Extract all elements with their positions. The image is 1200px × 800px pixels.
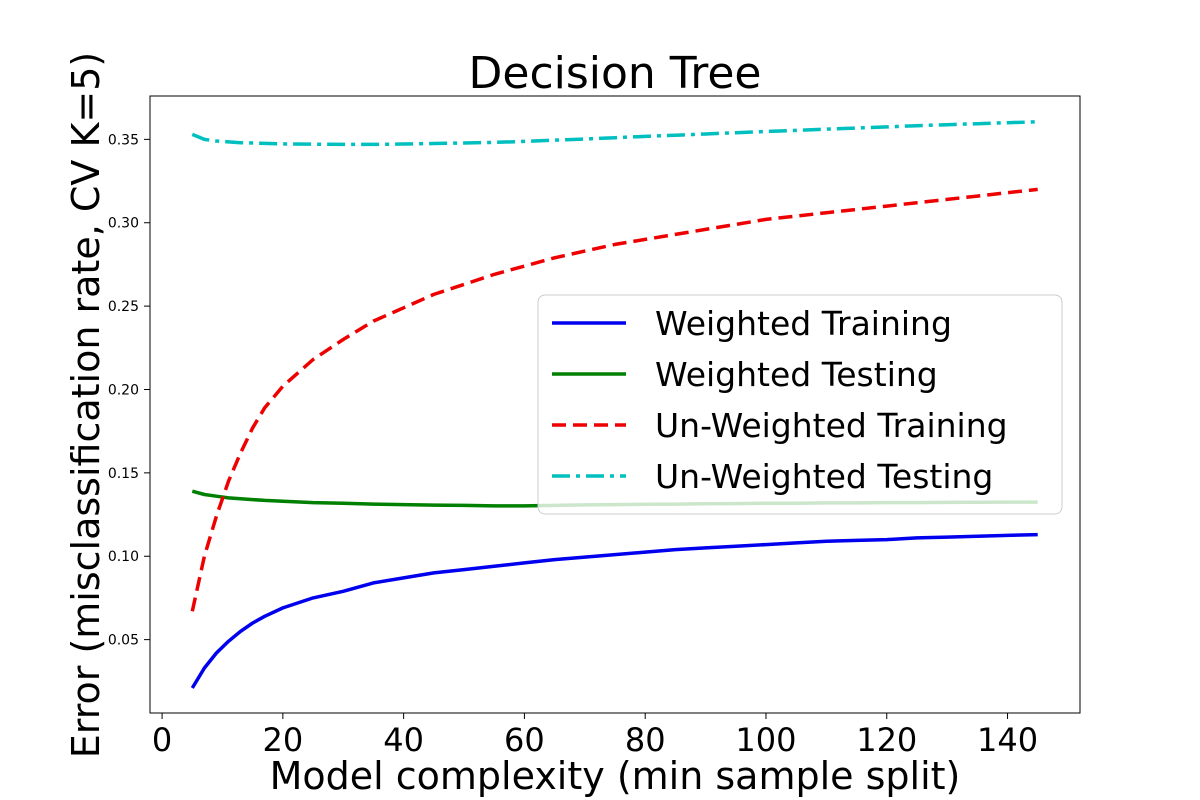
legend: Weighted Training Weighted Testing Un-Weig…: [537, 294, 1063, 515]
series-line-un-weighted-testing: [191, 120, 1038, 147]
legend-label: Weighted Testing: [655, 355, 938, 394]
plot-area: [149, 95, 1081, 714]
y-tick-label: 0.35: [108, 132, 139, 148]
y-tick-label: 0.25: [108, 299, 139, 315]
legend-box: [537, 294, 1063, 515]
legend-label: Un-Weighted Testing: [655, 457, 993, 496]
x-axis-label: Model complexity (min sample split): [270, 754, 961, 798]
y-tick-label: 0.10: [108, 549, 139, 565]
x-tick-label: 140: [977, 721, 1038, 759]
chart-title: Decision Tree: [469, 48, 762, 99]
y-tick-label: 0.15: [108, 466, 139, 482]
series-line-weighted-training: [190, 532, 1038, 689]
x-tick-label: 20: [262, 721, 303, 759]
x-tick-label: 60: [504, 721, 545, 759]
y-tick-label: 0.05: [108, 633, 139, 649]
x-tick-label: 80: [625, 721, 666, 759]
x-tick-label: 100: [735, 721, 796, 759]
x-tick-label: 120: [856, 721, 917, 759]
y-tick-label: 0.30: [108, 216, 139, 232]
series-line-un-weighted-training: [190, 187, 1038, 612]
legend-label: Weighted Training: [655, 304, 952, 343]
y-axis: 0.05 0.10 0.15 0.20 0.25 0.30 0.35: [108, 132, 150, 649]
y-tick-label: 0.20: [108, 382, 139, 398]
legend-label: Un-Weighted Training: [655, 406, 1008, 445]
x-axis: 0 20 40 60 80 100 120 140: [152, 713, 1038, 759]
y-axis-label: Error (misclassification rate, CV K=5): [64, 52, 108, 759]
x-tick-label: 40: [383, 721, 424, 759]
x-tick-label: 0: [152, 721, 172, 759]
